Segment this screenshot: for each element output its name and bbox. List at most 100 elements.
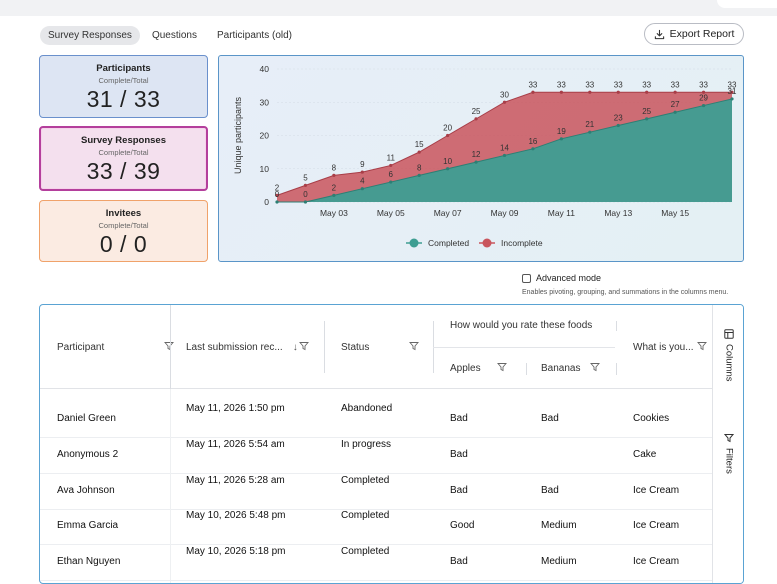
filter-icon[interactable] [590,362,601,375]
completed-area [277,98,732,202]
tab-survey-responses[interactable]: Survey Responses [40,26,140,45]
column-divider [170,389,171,583]
col-header-label: What is you... [633,342,694,353]
completed-point [417,173,421,177]
completed-data-label: 31 [728,87,737,96]
table-row[interactable]: Emma Garcia May 10, 2026 5:48 pm Complet… [40,509,712,545]
col-header-label: Last submission rec... [186,342,283,353]
advanced-mode-hint: Enables pivoting, grouping, and summatio… [522,289,729,296]
view-tabs: Survey Responses Questions Participants … [40,26,300,45]
columns-label: Columns [723,344,735,382]
completed-point [701,103,706,108]
card-title: Invitees [105,208,142,219]
completed-data-label: 6 [389,170,394,179]
tab-questions[interactable]: Questions [151,30,197,41]
incomplete-point [673,90,677,94]
columns-panel-button[interactable]: Columns [721,329,737,382]
col-apples-header[interactable]: Apples [450,362,507,375]
completed-data-label: 4 [360,177,365,186]
completed-point [275,200,279,204]
incomplete-point [446,133,450,138]
completed-point [616,123,620,128]
completed-point [645,117,649,121]
cell-status: Completed [341,475,390,486]
incomplete-point [701,90,706,94]
incomplete-data-label: 33 [585,80,594,89]
completed-point [389,180,393,184]
incomplete-point [502,100,507,104]
filter-icon[interactable] [696,341,707,354]
export-report-button[interactable]: Export Report [644,23,744,45]
col-header-label: Bananas [541,363,581,374]
incomplete-point [360,170,364,174]
cell-what: Ice Cream [633,485,680,496]
sort-arrow-icon[interactable]: ↓ [292,342,298,353]
export-report-label: Export Report [669,28,735,40]
cell-last-submission: May 11, 2026 1:50 pm [186,403,285,414]
col-what-header[interactable]: What is you... [633,341,707,354]
col-header-label: Apples [450,363,481,374]
card-subtitle: Complete/Total [98,148,149,157]
completed-data-label: 0 [275,190,280,199]
x-tick-label: May 09 [491,208,519,218]
filters-panel-button[interactable]: Filters [721,433,737,474]
filter-icon[interactable] [409,341,420,354]
col-last-submission-header[interactable]: Last submission rec... ↓ [186,341,309,354]
col-status-header[interactable]: Status [341,341,420,354]
card-title: Participants [96,63,151,74]
filter-icon[interactable] [496,362,507,375]
completed-data-label: 25 [642,107,651,116]
table-row[interactable]: Anonymous 2 May 11, 2026 5:54 am In prog… [40,438,712,474]
cell-participant: Anonymous 2 [57,449,119,460]
advanced-mode-checkbox[interactable] [522,273,531,283]
incomplete-data-label: 33 [642,80,651,89]
completed-data-label: 2 [332,183,337,192]
completed-point [502,153,507,158]
cell-what: Cake [633,449,657,460]
cell-apples: Bad [450,413,468,424]
cell-bananas: Bad [541,485,559,496]
side-tool-panel: Columns Filters [712,305,743,583]
advanced-mode-toggle[interactable]: Advanced mode [522,273,601,283]
card-subtitle: Complete/Total [98,76,149,85]
card-value: 0 / 0 [99,231,148,257]
col-header-label: Status [341,342,370,353]
columns-icon [724,329,734,339]
x-tick-label: May 05 [377,208,405,218]
col-header-label: Participant [57,342,105,353]
tab-participants-old[interactable]: Participants (old) [216,30,292,41]
completed-data-label: 10 [443,157,452,166]
cell-what: Ice Cream [633,520,680,531]
participants-card[interactable]: Participants Complete/Total 31 / 33 [39,55,208,118]
column-divider [526,363,527,375]
table-header: Participant Last submission rec... ↓ Sta… [40,305,712,389]
invitees-card[interactable]: Invitees Complete/Total 0 / 0 [39,200,208,262]
legend-marker [409,238,419,248]
cell-status: In progress [341,439,392,450]
top-strip [0,0,777,16]
completed-point [303,200,308,204]
table-row[interactable]: Daniel Green May 11, 2026 1:50 pm Abando… [40,402,712,438]
completed-point [531,147,535,151]
survey-responses-card[interactable]: Survey Responses Complete/Total 33 / 39 [39,126,208,191]
column-divider [170,305,171,389]
completed-data-label: 23 [614,114,623,123]
cell-participant: Ethan Nguyen [57,556,121,567]
completed-data-label: 8 [417,163,422,172]
completed-point [730,97,734,101]
cell-last-submission: May 11, 2026 5:54 am [186,439,285,450]
col-bananas-header[interactable]: Bananas [541,362,601,375]
completed-data-label: 19 [557,127,566,136]
incomplete-point [389,163,393,168]
table-row[interactable]: Ethan Nguyen May 10, 2026 5:18 pm Comple… [40,545,712,581]
filter-icon[interactable] [298,341,309,354]
cell-last-submission: May 10, 2026 5:18 pm [186,546,286,557]
chart-panel: 2 5 8 9 11 15 20 25 30 33 33 33 33 33 33 33 33 0 0 2 4 6 8 10 12… [218,55,744,262]
cell-apples: Good [450,520,475,531]
cell-last-submission: May 10, 2026 5:48 pm [186,510,286,521]
legend-marker [482,238,492,248]
col-participant-header[interactable]: Participant [57,341,175,354]
y-tick-label: 10 [260,164,270,174]
table-row[interactable]: Ava Johnson May 11, 2026 5:28 am Complet… [40,474,712,510]
